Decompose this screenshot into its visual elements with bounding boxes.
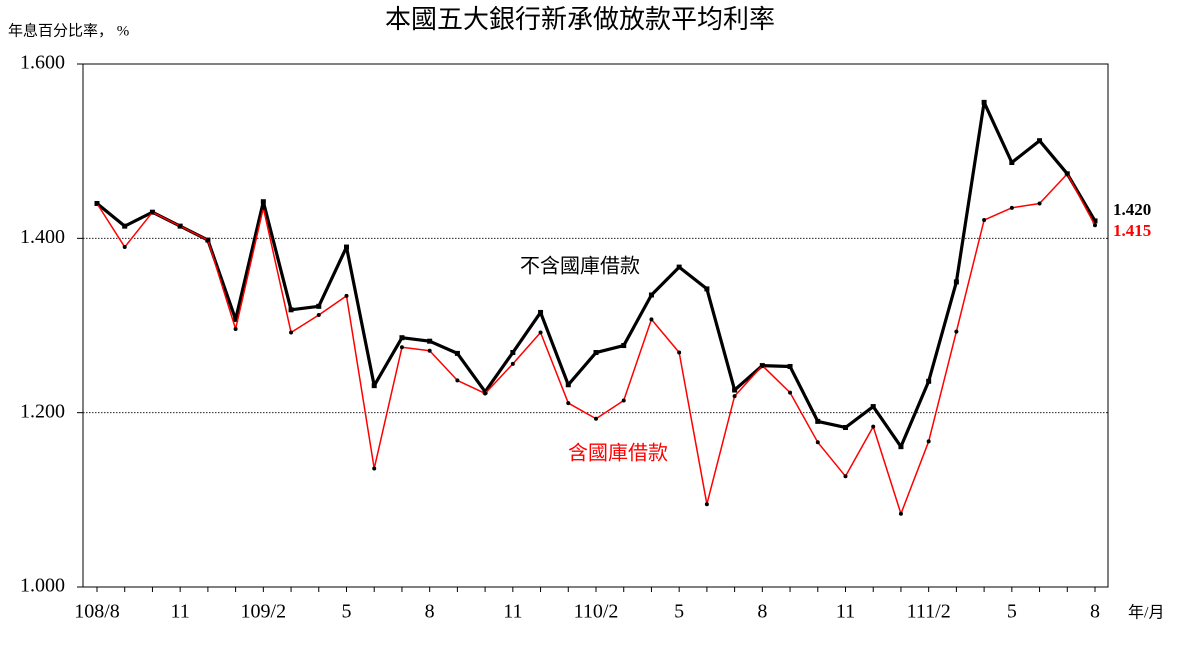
point: [621, 343, 627, 349]
point: [178, 224, 183, 229]
point: [260, 199, 266, 205]
point: [344, 244, 349, 250]
x-tick-label: 5: [342, 601, 352, 623]
point: [95, 201, 99, 206]
point: [732, 387, 738, 393]
point: [483, 391, 488, 396]
point: [926, 378, 932, 384]
point: [289, 330, 294, 335]
x-tick-label: 111/2: [907, 601, 951, 623]
point: [261, 205, 266, 210]
point: [621, 398, 626, 403]
point: [870, 404, 876, 410]
point: [1009, 159, 1015, 165]
point: [1065, 171, 1070, 176]
x-tick-label: 8: [1090, 601, 1100, 623]
point: [316, 313, 321, 318]
point: [760, 363, 765, 368]
series-label: 不含國庫借款: [520, 255, 640, 278]
point: [1037, 201, 1042, 206]
point: [704, 286, 710, 292]
point: [205, 238, 210, 243]
point: [288, 307, 294, 313]
x-tick-label: 110/2: [574, 601, 619, 623]
point: [150, 210, 155, 215]
point: [815, 440, 820, 445]
point: [565, 382, 571, 388]
point: [399, 335, 405, 341]
value-label: 1.415: [1113, 221, 1151, 240]
x-tick-label: 108/8: [74, 601, 120, 623]
point: [510, 350, 516, 356]
x-tick-label: 5: [1007, 601, 1017, 623]
point: [454, 350, 460, 356]
x-tick-label: 8: [425, 601, 435, 623]
point: [510, 361, 515, 366]
x-tick-label: 109/2: [241, 601, 287, 623]
point: [538, 330, 543, 335]
point: [399, 345, 404, 350]
x-tick-label: 11: [503, 601, 522, 623]
point: [233, 316, 239, 322]
x-tick-label: 8: [757, 601, 767, 623]
point: [122, 245, 127, 250]
point: [871, 424, 876, 429]
x-tick-label: 5: [674, 601, 684, 623]
point: [427, 338, 433, 344]
point: [233, 326, 238, 331]
point: [1009, 205, 1014, 210]
point: [926, 439, 931, 444]
point: [788, 390, 793, 395]
point: [344, 293, 349, 298]
point: [1092, 218, 1098, 224]
point: [455, 378, 460, 383]
point: [371, 383, 377, 389]
point: [648, 292, 654, 298]
point: [676, 264, 682, 270]
x-tick-label: 11: [836, 601, 855, 623]
point: [732, 394, 737, 399]
point: [593, 350, 599, 356]
point: [843, 474, 848, 479]
point: [1037, 138, 1043, 144]
point: [954, 329, 959, 334]
point: [704, 502, 709, 507]
point: [815, 418, 821, 424]
point: [122, 223, 128, 229]
point: [594, 416, 598, 421]
y-axis-label: 年息百分比率， %: [8, 22, 129, 39]
point: [787, 363, 793, 369]
point: [566, 401, 571, 406]
chart-title: 本國五大銀行新承做放款平均利率: [385, 5, 775, 34]
value-label: 1.420: [1113, 200, 1151, 219]
y-tick-label: 1.200: [20, 400, 65, 422]
y-tick-label: 1.600: [20, 52, 65, 74]
series-label: 含國庫借款: [568, 442, 668, 465]
point: [982, 218, 987, 223]
point: [427, 348, 432, 353]
x-tick-label: 11: [171, 601, 190, 623]
point: [538, 309, 544, 315]
point: [316, 303, 322, 309]
y-tick-label: 1.400: [20, 226, 65, 248]
point: [898, 444, 904, 450]
point: [898, 511, 903, 516]
x-axis-label: 年/月: [1128, 604, 1164, 622]
point: [677, 350, 682, 355]
point: [843, 424, 848, 430]
point: [1093, 223, 1097, 228]
point: [649, 317, 654, 322]
point: [953, 279, 959, 285]
point: [372, 466, 377, 471]
y-tick-label: 1.000: [20, 575, 65, 597]
point: [981, 99, 987, 105]
